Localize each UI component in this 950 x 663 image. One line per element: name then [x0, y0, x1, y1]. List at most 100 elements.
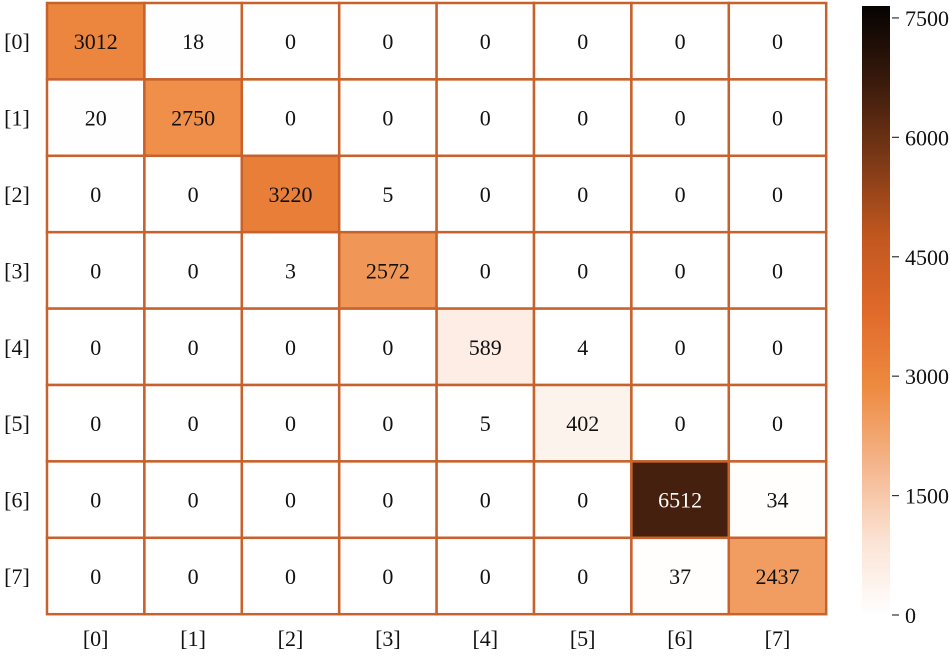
heatmap-cell — [435, 307, 536, 387]
cell-value-label: 3220 — [269, 182, 313, 207]
colorbar-tick-label: 4500 — [905, 245, 949, 270]
heatmap-cell — [727, 78, 828, 158]
cell-value-label: 34 — [767, 488, 789, 513]
heatmap-cell — [435, 230, 536, 310]
heatmap-cell — [630, 154, 731, 234]
cell-value-label: 6512 — [658, 488, 702, 513]
x-tick-label: [4] — [472, 626, 498, 651]
colorbar-tick-label: 7500 — [905, 6, 949, 31]
cell-value-label: 0 — [577, 29, 588, 54]
heatmap-cell — [435, 383, 536, 463]
cell-value-label: 0 — [480, 488, 491, 513]
cell-value-label: 0 — [772, 182, 783, 207]
y-tick-label: [0] — [4, 29, 30, 54]
heatmap-cell — [435, 536, 536, 616]
cell-value-label: 0 — [577, 106, 588, 131]
heatmap-cell — [143, 383, 244, 463]
cell-value-label: 0 — [772, 106, 783, 131]
heatmap-cell — [727, 1, 828, 81]
cell-value-label: 0 — [188, 258, 199, 283]
heatmap-cell — [630, 230, 731, 310]
cell-value-label: 0 — [285, 335, 296, 360]
colorbar-ticks: 0 1500 3000 4500 6000 7500 — [892, 6, 949, 628]
cell-value-label: 0 — [90, 411, 101, 436]
cell-value-label: 0 — [480, 182, 491, 207]
cell-value-label: 0 — [285, 106, 296, 131]
cell-value-label: 0 — [382, 564, 393, 589]
cell-value-label: 0 — [480, 106, 491, 131]
heatmap-cell — [532, 460, 633, 540]
y-tick-label: [1] — [4, 106, 30, 131]
cell-value-label: 0 — [772, 335, 783, 360]
cell-value-label: 0 — [480, 564, 491, 589]
cell-value-label: 0 — [188, 488, 199, 513]
cell-value-label: 0 — [772, 411, 783, 436]
heatmap-cell — [337, 307, 438, 387]
heatmap-cell — [435, 460, 536, 540]
x-tick-label: [3] — [375, 626, 401, 651]
y-tick-label: [3] — [4, 258, 30, 283]
y-tick-label: [2] — [4, 182, 30, 207]
cell-value-label: 37 — [669, 564, 691, 589]
cell-value-label: 0 — [285, 29, 296, 54]
cell-value-label: 0 — [188, 182, 199, 207]
heatmap-cell — [45, 536, 146, 616]
cell-value-label: 0 — [382, 29, 393, 54]
heatmap-cell — [532, 1, 633, 81]
cell-value-label: 0 — [382, 411, 393, 436]
cell-value-label: 0 — [577, 258, 588, 283]
cell-value-label: 0 — [577, 564, 588, 589]
cell-value-label: 0 — [90, 335, 101, 360]
y-tick-label: [4] — [4, 335, 30, 360]
x-tick-label: [6] — [667, 626, 693, 651]
heatmap-cell — [532, 154, 633, 234]
heatmap-cell — [45, 1, 146, 81]
cell-value-label: 2750 — [171, 106, 215, 131]
cell-value-label: 20 — [85, 106, 107, 131]
colorbar-tick-label: 1500 — [905, 484, 949, 509]
cell-value-label: 0 — [382, 488, 393, 513]
cell-value-label: 0 — [675, 29, 686, 54]
cell-value-label: 2437 — [756, 564, 800, 589]
cell-value-label: 0 — [480, 29, 491, 54]
x-axis-ticks: [0] [1] [2] [3] [4] [5] [6] [7] — [83, 626, 790, 651]
cell-value-label: 0 — [675, 258, 686, 283]
heatmap-cell — [337, 536, 438, 616]
cell-value-label: 0 — [285, 488, 296, 513]
heatmap-cell — [727, 460, 828, 540]
cell-value-label: 4 — [577, 335, 588, 360]
cell-value-label: 0 — [577, 182, 588, 207]
cell-value-label: 589 — [469, 335, 502, 360]
y-tick-label: [7] — [4, 564, 30, 589]
cell-value-label: 0 — [382, 106, 393, 131]
heatmap-cell — [337, 154, 438, 234]
cell-value-label: 0 — [188, 411, 199, 436]
cell-value-label: 0 — [90, 488, 101, 513]
heatmap-cell — [240, 536, 341, 616]
x-tick-label: [7] — [765, 626, 791, 651]
colorbar-tick-label: 0 — [905, 603, 916, 628]
heatmap-cell — [143, 1, 244, 81]
cell-value-label: 0 — [772, 258, 783, 283]
cell-value-label: 18 — [182, 29, 204, 54]
heatmap-cell — [240, 154, 341, 234]
heatmap-cell — [630, 383, 731, 463]
cell-value-label: 0 — [577, 488, 588, 513]
cell-value-label: 0 — [480, 258, 491, 283]
cell-value-label: 3012 — [74, 29, 118, 54]
cell-value-label: 5 — [480, 411, 491, 436]
y-axis-ticks: [0] [1] [2] [3] [4] [5] [6] [7] — [4, 29, 30, 589]
heatmap-cell — [532, 536, 633, 616]
cell-value-label: 0 — [675, 411, 686, 436]
heatmap-cell — [143, 460, 244, 540]
cell-value-label: 0 — [675, 106, 686, 131]
cell-value-label: 0 — [188, 564, 199, 589]
heatmap-cell — [532, 383, 633, 463]
heatmap-cell — [532, 78, 633, 158]
cell-value-label: 402 — [566, 411, 599, 436]
cell-value-label: 0 — [772, 29, 783, 54]
y-tick-label: [6] — [4, 488, 30, 513]
cell-value-label: 0 — [90, 182, 101, 207]
x-tick-label: [5] — [570, 626, 596, 651]
